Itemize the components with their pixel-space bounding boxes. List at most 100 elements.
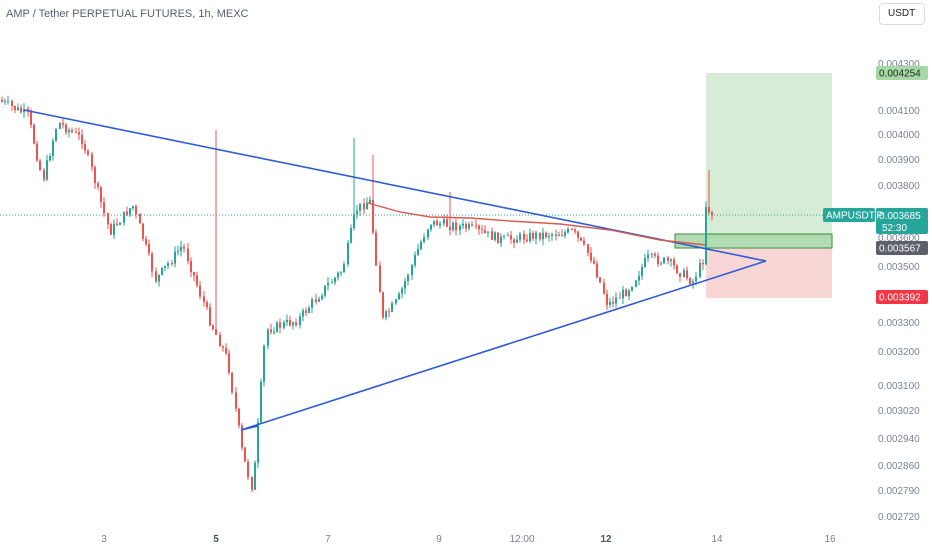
candle-body bbox=[113, 223, 115, 235]
candle-body bbox=[526, 239, 528, 242]
candle-body bbox=[257, 422, 259, 463]
target-zone bbox=[706, 73, 832, 239]
candle-body bbox=[7, 101, 9, 103]
candle-body bbox=[388, 311, 390, 313]
candle-body bbox=[139, 214, 141, 224]
candle-body bbox=[75, 132, 77, 133]
candle-body bbox=[503, 236, 505, 237]
candle-body bbox=[247, 461, 249, 477]
price-tags: 0.0042540.00368552:30AMPUSDT.P0.0035670.… bbox=[823, 66, 928, 304]
candle-body bbox=[286, 320, 288, 323]
candle-body bbox=[161, 267, 163, 275]
candle-body bbox=[708, 207, 710, 213]
candle-body bbox=[670, 259, 672, 261]
price-tick-label: 0.002940 bbox=[878, 434, 920, 445]
candle-body bbox=[478, 225, 480, 230]
candle-body bbox=[471, 224, 473, 226]
candle-body bbox=[340, 272, 342, 274]
candle-body bbox=[606, 293, 608, 305]
candle-body bbox=[475, 225, 477, 227]
candle-body bbox=[519, 233, 521, 240]
candle-body bbox=[187, 248, 189, 262]
candle-body bbox=[180, 246, 182, 252]
candle-body bbox=[251, 477, 253, 490]
svg-text:0.003392: 0.003392 bbox=[879, 293, 921, 304]
candle-body bbox=[465, 223, 467, 229]
candle-body bbox=[171, 263, 173, 265]
time-axis[interactable]: 3 5 7 9 12:00 12 14 16 bbox=[101, 534, 836, 545]
candle-body bbox=[49, 156, 51, 161]
price-tick-label: 0.004000 bbox=[878, 130, 920, 141]
candle-body bbox=[52, 140, 54, 156]
candle-body bbox=[596, 263, 598, 278]
candle-body bbox=[558, 235, 560, 237]
candle-body bbox=[663, 257, 665, 264]
candle-body bbox=[91, 154, 93, 168]
price-axis[interactable]: 0.004300 0.004100 0.004000 0.003900 0.003800… bbox=[878, 59, 920, 523]
candle-body bbox=[199, 285, 201, 297]
entry-zone bbox=[674, 233, 833, 249]
time-tick-label: 5 bbox=[213, 534, 219, 545]
candle-body bbox=[686, 270, 688, 278]
candle-body bbox=[267, 329, 269, 346]
candle-body bbox=[507, 235, 509, 237]
candle-body bbox=[660, 263, 662, 265]
candle-body bbox=[225, 347, 227, 354]
candle-body bbox=[513, 239, 515, 243]
position-zones bbox=[0, 73, 876, 298]
candle-body bbox=[343, 264, 345, 273]
candle-body bbox=[222, 346, 224, 348]
candle-body bbox=[20, 107, 22, 113]
candle-body bbox=[59, 122, 61, 129]
candle-body bbox=[497, 232, 499, 244]
candle-body bbox=[97, 183, 99, 187]
candle-body bbox=[625, 289, 627, 297]
candle-body bbox=[487, 231, 489, 233]
candle-body bbox=[523, 233, 525, 240]
candle-body bbox=[427, 229, 429, 238]
candle-body bbox=[535, 232, 537, 239]
candle-body bbox=[414, 255, 416, 266]
price-tick-label: 0.003200 bbox=[878, 347, 920, 358]
svg-text:0.003685: 0.003685 bbox=[879, 211, 921, 222]
candle-body bbox=[215, 329, 217, 335]
candle-body bbox=[455, 223, 457, 231]
candle-body bbox=[631, 286, 633, 291]
price-tick-label: 0.002860 bbox=[878, 461, 920, 472]
candle-body bbox=[356, 210, 358, 215]
candle-body bbox=[126, 211, 128, 216]
candle-body bbox=[695, 276, 697, 282]
candle-body bbox=[561, 235, 563, 237]
candle-body bbox=[119, 222, 121, 225]
price-tick-label: 0.002720 bbox=[878, 512, 920, 523]
candle-body bbox=[30, 111, 32, 125]
candle-body bbox=[148, 244, 150, 254]
chart-title: AMP / Tether PERPETUAL FUTURES, 1h, MEXC bbox=[6, 8, 249, 20]
currency-button[interactable]: USDT bbox=[879, 3, 925, 25]
candle-body bbox=[228, 353, 230, 373]
candle-body bbox=[283, 322, 285, 328]
candle-body bbox=[299, 316, 301, 326]
candles bbox=[1, 95, 713, 493]
candle-body bbox=[366, 202, 368, 210]
candle-body bbox=[244, 447, 246, 462]
candle-body bbox=[654, 253, 656, 256]
candle-body bbox=[587, 244, 589, 253]
candle-body bbox=[372, 199, 374, 233]
candle-body bbox=[577, 231, 579, 238]
candle-body bbox=[619, 297, 621, 299]
candle-body bbox=[33, 124, 35, 144]
candle-body bbox=[292, 322, 294, 326]
candle-body bbox=[110, 224, 112, 235]
candle-body bbox=[62, 122, 64, 125]
candle-body bbox=[46, 160, 48, 180]
stop-zone bbox=[706, 248, 832, 298]
candle-body bbox=[305, 310, 307, 313]
candle-body bbox=[151, 253, 153, 272]
candle-body bbox=[423, 237, 425, 242]
candle-body bbox=[123, 211, 125, 223]
candle-body bbox=[263, 345, 265, 382]
candle-body bbox=[574, 229, 576, 232]
candle-body bbox=[468, 224, 470, 229]
